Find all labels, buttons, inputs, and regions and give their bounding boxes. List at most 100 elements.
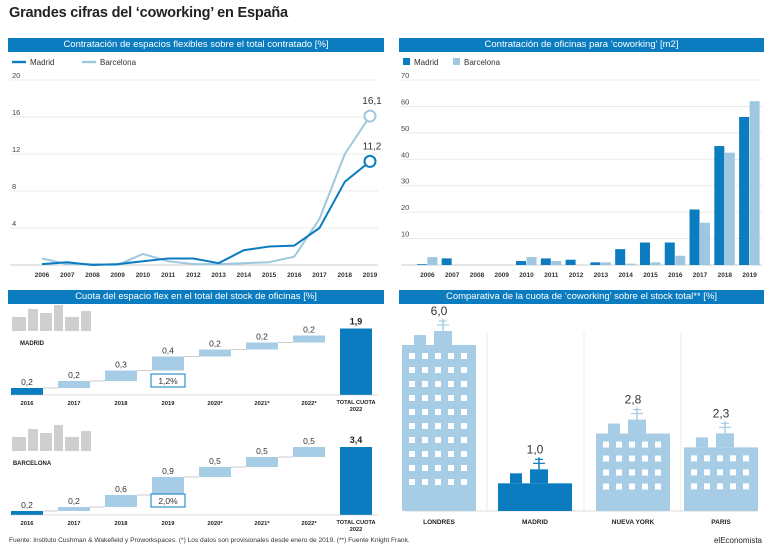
coworking-offices-bar-chart: 10 20 30 40 50 60 70 Madrid Barcelona 2006 2007 200… <box>401 58 762 279</box>
step-value-label: 0,2 <box>21 500 33 510</box>
bar-barcelona <box>551 261 562 265</box>
bar-madrid <box>441 258 452 265</box>
building-window <box>717 483 723 490</box>
building-window <box>448 479 454 485</box>
building-window <box>616 469 622 476</box>
city-label: BARCELONA <box>13 461 52 467</box>
x-tick-label: 2019 <box>742 272 757 279</box>
building-window <box>409 451 415 457</box>
building-window <box>448 465 454 471</box>
building-window <box>422 423 428 429</box>
x-tick-label: 2010 <box>136 272 151 279</box>
step-value-label: 0,2 <box>303 325 315 335</box>
x-tick-label: 2011 <box>161 272 175 279</box>
building-window <box>435 395 441 401</box>
building-window <box>422 437 428 443</box>
bar-barcelona <box>427 257 438 265</box>
x-tick-label: 2019 <box>162 521 176 527</box>
building-window <box>422 395 428 401</box>
bar-barcelona <box>700 222 711 265</box>
building-window <box>616 441 622 448</box>
building-window <box>642 441 648 448</box>
building-window <box>603 455 609 462</box>
flex-share-waterfall-chart: MADRID 0,2 0,2 0,3 0,4 0,2 0,2 0,2 1,9 1,2% 2016 20… <box>10 305 378 533</box>
building-window <box>448 395 454 401</box>
bar-barcelona <box>749 101 760 265</box>
highlight-value-label: 2,0% <box>158 496 178 506</box>
page-title: Grandes cifras del ‘coworking’ en España <box>9 5 288 21</box>
building-window <box>448 423 454 429</box>
value-label: 2,8 <box>625 393 642 407</box>
x-tick-label: 2022* <box>301 521 317 527</box>
value-label: 1,0 <box>527 442 544 456</box>
building-window <box>435 381 441 387</box>
x-tick-label: 2017 <box>68 521 81 527</box>
x-tick-label: PARIS <box>711 519 731 526</box>
legend-swatch-madrid <box>403 58 410 65</box>
bar-barcelona <box>625 263 636 265</box>
x-tick-label: 2016 <box>668 272 683 279</box>
x-tick-label: 2009 <box>495 272 510 279</box>
x-tick-label: 2009 <box>110 272 125 279</box>
step-value-label: 0,2 <box>68 370 80 380</box>
building-window <box>422 367 428 373</box>
building-window <box>422 381 428 387</box>
x-tick-label: 2017 <box>693 272 708 279</box>
building-roof <box>628 419 646 434</box>
waterfall-step <box>152 477 184 495</box>
building-roof <box>414 335 426 345</box>
x-tick-label: 2016 <box>21 401 35 407</box>
x-tick-label: 2014 <box>237 272 252 279</box>
building-window <box>435 409 441 415</box>
building-window <box>704 455 710 462</box>
building-window <box>691 469 697 476</box>
building-window <box>448 353 454 359</box>
bar-madrid <box>516 261 527 265</box>
end-label-barcelona: 16,1 <box>362 96 382 107</box>
bar-madrid <box>689 209 700 265</box>
legend-label-madrid: Madrid <box>30 58 54 67</box>
series-line-barcelona <box>41 115 371 266</box>
bar-madrid <box>639 242 650 265</box>
building-window <box>655 455 661 462</box>
legend-label-barcelona: Barcelona <box>100 58 137 67</box>
x-tick-label: 2006 <box>35 272 50 279</box>
y-tick-label: 70 <box>401 71 409 80</box>
building-window <box>603 483 609 490</box>
x-tick-label: 2018 <box>338 272 353 279</box>
building-window <box>435 367 441 373</box>
x-tick-label: 2015 <box>643 272 658 279</box>
building-window <box>409 353 415 359</box>
end-marker-madrid <box>363 154 377 168</box>
value-label: 2,3 <box>713 406 730 420</box>
x-tick-label: 2006 <box>420 272 435 279</box>
highlight-box <box>150 493 186 508</box>
step-value-label: 0,2 <box>21 377 33 387</box>
x-tick-label: 2017 <box>312 272 327 279</box>
building-window <box>409 423 415 429</box>
building-window <box>461 367 467 373</box>
building-window <box>642 455 648 462</box>
building-window <box>422 479 428 485</box>
waterfall-step <box>105 370 137 381</box>
flex-share-chart-title: Cuota del espacio flex en el total del s… <box>8 290 384 304</box>
building-window <box>629 455 635 462</box>
y-tick-label: 30 <box>401 177 409 186</box>
building-window <box>461 465 467 471</box>
total-value-label: 3,4 <box>350 435 363 445</box>
step-value-label: 0,2 <box>209 339 221 349</box>
building-window <box>448 409 454 415</box>
waterfall-step <box>11 511 43 515</box>
x-tick-label: MADRID <box>522 519 548 526</box>
building-window <box>461 423 467 429</box>
bar-madrid <box>739 117 750 265</box>
waterfall-step <box>105 495 137 507</box>
x-tick-label: 2022* <box>301 401 317 407</box>
x-tick-label: 2017 <box>68 401 81 407</box>
building-window <box>642 483 648 490</box>
bar-barcelona <box>724 152 735 265</box>
highlight-box <box>150 373 186 388</box>
building-window <box>409 437 415 443</box>
bar-madrid <box>590 262 601 265</box>
building-window <box>461 381 467 387</box>
